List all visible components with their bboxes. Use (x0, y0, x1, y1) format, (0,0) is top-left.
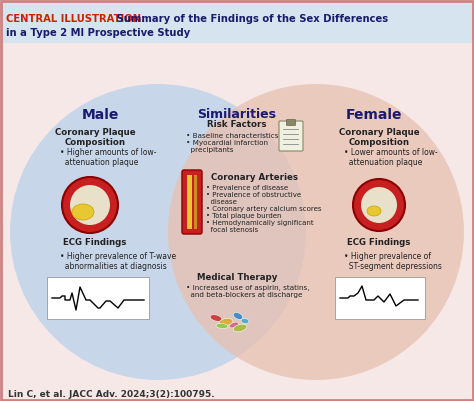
Circle shape (70, 185, 110, 225)
Ellipse shape (219, 318, 233, 326)
Ellipse shape (229, 322, 239, 328)
FancyBboxPatch shape (279, 121, 303, 151)
Text: Male: Male (82, 108, 118, 122)
Text: Medical Therapy: Medical Therapy (197, 273, 277, 282)
Circle shape (62, 177, 118, 233)
Text: in a Type 2 MI Prospective Study: in a Type 2 MI Prospective Study (6, 28, 190, 38)
Ellipse shape (210, 315, 222, 321)
Ellipse shape (168, 84, 464, 380)
Text: Coronary Arteries: Coronary Arteries (211, 173, 299, 182)
Circle shape (361, 187, 397, 223)
FancyBboxPatch shape (194, 175, 197, 229)
Text: • Higher amounts of low-
  attenuation plaque: • Higher amounts of low- attenuation pla… (60, 148, 156, 167)
Ellipse shape (233, 312, 243, 320)
Text: • Higher prevalence of
  ST-segment depressions: • Higher prevalence of ST-segment depres… (344, 252, 442, 271)
Ellipse shape (72, 204, 94, 220)
Ellipse shape (90, 193, 100, 203)
Ellipse shape (10, 84, 306, 380)
Ellipse shape (233, 324, 247, 332)
Text: • Lower amounts of low-
  attenuation plaque: • Lower amounts of low- attenuation plaq… (344, 148, 438, 167)
Text: ECG Findings: ECG Findings (347, 238, 410, 247)
Text: Summary of the Findings of the Sex Differences: Summary of the Findings of the Sex Diffe… (113, 14, 388, 24)
Text: Similarities: Similarities (198, 108, 276, 121)
Text: CENTRAL ILLUSTRATION:: CENTRAL ILLUSTRATION: (6, 14, 145, 24)
Text: Lin C, et al. JACC Adv. 2024;3(2):100795.: Lin C, et al. JACC Adv. 2024;3(2):100795… (8, 390, 215, 399)
Text: ECG Findings: ECG Findings (64, 238, 127, 247)
Text: Female: Female (346, 108, 402, 122)
Text: Coronary Plaque
Composition: Coronary Plaque Composition (339, 128, 419, 148)
FancyBboxPatch shape (286, 119, 295, 126)
Text: • Baseline characteristics
• Myocardial infarction
  precipitants: • Baseline characteristics • Myocardial … (186, 133, 279, 153)
Ellipse shape (241, 318, 249, 324)
FancyBboxPatch shape (182, 170, 202, 234)
FancyBboxPatch shape (1, 1, 473, 43)
Text: • Higher prevalence of T-wave
  abnormalities at diagnosis: • Higher prevalence of T-wave abnormalit… (60, 252, 176, 271)
FancyBboxPatch shape (335, 277, 425, 319)
Ellipse shape (367, 206, 381, 216)
Ellipse shape (216, 324, 228, 328)
Text: • Increased use of aspirin, statins,
  and beta-blockers at discharge: • Increased use of aspirin, statins, and… (186, 285, 310, 298)
Text: • Prevalence of disease
• Prevalence of obstructive
  disease
• Coronary artery : • Prevalence of disease • Prevalence of … (206, 185, 321, 233)
Ellipse shape (379, 196, 388, 205)
FancyBboxPatch shape (187, 175, 192, 229)
FancyBboxPatch shape (47, 277, 149, 319)
Text: Risk Factors: Risk Factors (207, 120, 267, 129)
Text: Coronary Plaque
Composition: Coronary Plaque Composition (55, 128, 135, 148)
Circle shape (353, 179, 405, 231)
